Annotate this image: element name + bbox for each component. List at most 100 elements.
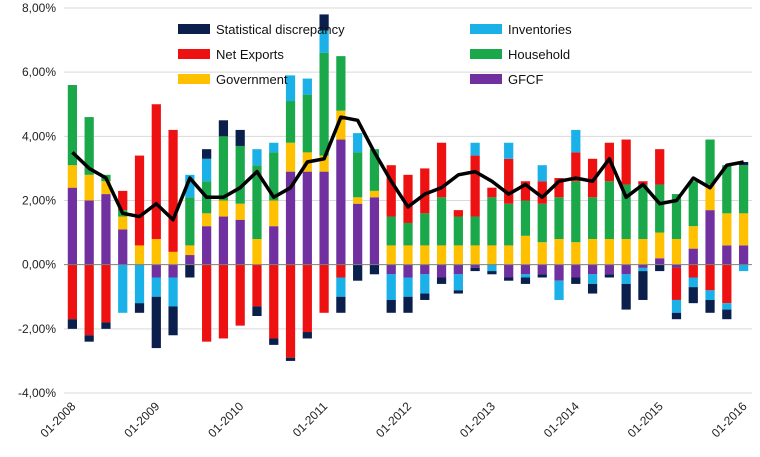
bar-segment-gov <box>453 245 463 265</box>
bar-segment-gov <box>369 190 380 198</box>
bar-segment-stat <box>638 271 648 300</box>
x-tick-label: 01-2012 <box>373 399 414 440</box>
bar-segment-hh <box>269 152 279 201</box>
bar-segment-hh <box>420 213 430 246</box>
bar-segment-nx <box>252 264 262 307</box>
bar-segment-stat <box>353 264 363 281</box>
bar-segment-hh <box>353 152 363 198</box>
bar-segment-gfcf <box>84 200 94 265</box>
x-tick-label: 01-2016 <box>709 399 750 440</box>
bar-segment-gfcf <box>453 264 463 275</box>
bar-segment-stat <box>302 332 312 339</box>
bar-segment-nx <box>436 142 447 198</box>
bar-segment-inv <box>319 30 329 53</box>
bar-segment-stat <box>252 306 262 317</box>
bar-segment-inv <box>168 277 178 307</box>
bar-segment-gov <box>134 245 145 265</box>
x-tick-label: 01-2010 <box>205 399 246 440</box>
x-tick-label: 01-2015 <box>625 399 666 440</box>
bar-segment-nx <box>420 168 430 214</box>
bar-segment-inv <box>269 142 279 153</box>
total-line <box>71 115 744 222</box>
bar-segment-gov <box>487 245 497 265</box>
bar-segment-stat <box>235 129 245 146</box>
bar-segment-gfcf <box>554 264 564 281</box>
bar-segment-gov <box>420 245 430 265</box>
y-tick-label: 0,00% <box>22 258 56 272</box>
bar-segment-gov <box>269 200 279 227</box>
bar-segment-gov <box>84 174 94 201</box>
bar-segment-inv <box>688 277 698 288</box>
legend-label-inv: Inventories <box>508 22 572 37</box>
bar-segment-gfcf <box>353 203 363 265</box>
bar-segment-nx <box>269 264 279 339</box>
bar-segment-inv <box>403 277 413 297</box>
bar-segment-inv <box>504 142 514 159</box>
bar-segment-nx <box>202 264 212 342</box>
bar-segment-nx <box>386 165 396 217</box>
bar-segment-gfcf <box>386 264 396 275</box>
bar-segment-stat <box>621 283 631 310</box>
x-tick-labels: 01-2008 01-2009 01-2010 01-2011 01-2012 01-20… <box>37 399 750 440</box>
bar-segment-stat <box>520 277 531 284</box>
bar-segment-inv <box>151 277 161 297</box>
bar-segment-nx <box>67 264 78 320</box>
bar-segment-inv <box>453 274 463 291</box>
bar-segment-gfcf <box>403 264 413 278</box>
bar-segment-nx <box>470 155 480 217</box>
y-tick-label: 8,00% <box>22 1 56 15</box>
bar-segment-gov <box>101 181 111 195</box>
bar-segment-gov <box>218 200 229 217</box>
bar-segment-stat <box>67 319 78 329</box>
bar-segment-gfcf <box>218 216 229 265</box>
bar-segment-inv <box>202 158 212 182</box>
bar-segment-stat <box>101 322 111 329</box>
legend-swatch-gov <box>178 74 210 84</box>
bar-segment-nx <box>722 264 732 304</box>
bar-segment-inv <box>118 264 128 313</box>
bar-segment-nx <box>520 181 531 201</box>
bar-segment-nx <box>168 129 178 252</box>
total-line-group <box>71 115 744 222</box>
bar-segment-gfcf <box>202 226 212 265</box>
bar-segment-stat <box>587 283 598 294</box>
bar-segment-gov <box>436 245 447 265</box>
bar-segment-hh <box>487 197 497 246</box>
bar-segment-nx <box>302 264 312 333</box>
bar-segment-stat <box>537 274 547 278</box>
bar-segment-hh <box>671 194 682 239</box>
legend-swatch-hh <box>470 49 502 59</box>
bar-segment-inv <box>587 274 598 284</box>
legend-label-gfcf: GFCF <box>508 72 543 87</box>
bar-segment-stat <box>403 296 413 313</box>
bar-segment-stat <box>134 303 145 313</box>
bars <box>67 14 749 361</box>
bar-segment-hh <box>705 139 715 185</box>
bar-segment-stat <box>604 274 614 278</box>
bar-segment-gfcf <box>302 171 312 265</box>
bar-segment-gfcf <box>638 264 648 268</box>
bar-segment-nx <box>151 104 161 239</box>
bar-segment-inv <box>554 280 564 300</box>
bar-segment-nx <box>554 178 564 198</box>
bar-segment-inv <box>671 299 682 313</box>
bar-segment-inv <box>520 274 531 278</box>
bar-segment-nx <box>655 149 665 185</box>
bar-segment-stat <box>285 357 296 361</box>
bar-segment-hh <box>722 165 732 214</box>
bar-segment-gfcf <box>67 187 78 265</box>
legend-label-nx: Net Exports <box>216 47 284 62</box>
bar-segment-gov <box>118 216 128 230</box>
bar-segment-gov <box>403 245 413 265</box>
bar-segment-stat <box>185 264 195 278</box>
bar-segment-stat <box>571 277 581 284</box>
bar-segment-gfcf <box>587 264 598 275</box>
bar-segment-nx <box>621 139 631 185</box>
bar-segment-stat <box>487 271 497 275</box>
bar-segment-nx <box>671 267 682 300</box>
legend-swatch-gfcf <box>470 74 502 84</box>
bar-segment-inv <box>336 277 346 297</box>
bar-segment-hh <box>470 216 480 246</box>
bar-segment-inv <box>185 174 195 198</box>
bar-segment-hh <box>302 94 312 153</box>
